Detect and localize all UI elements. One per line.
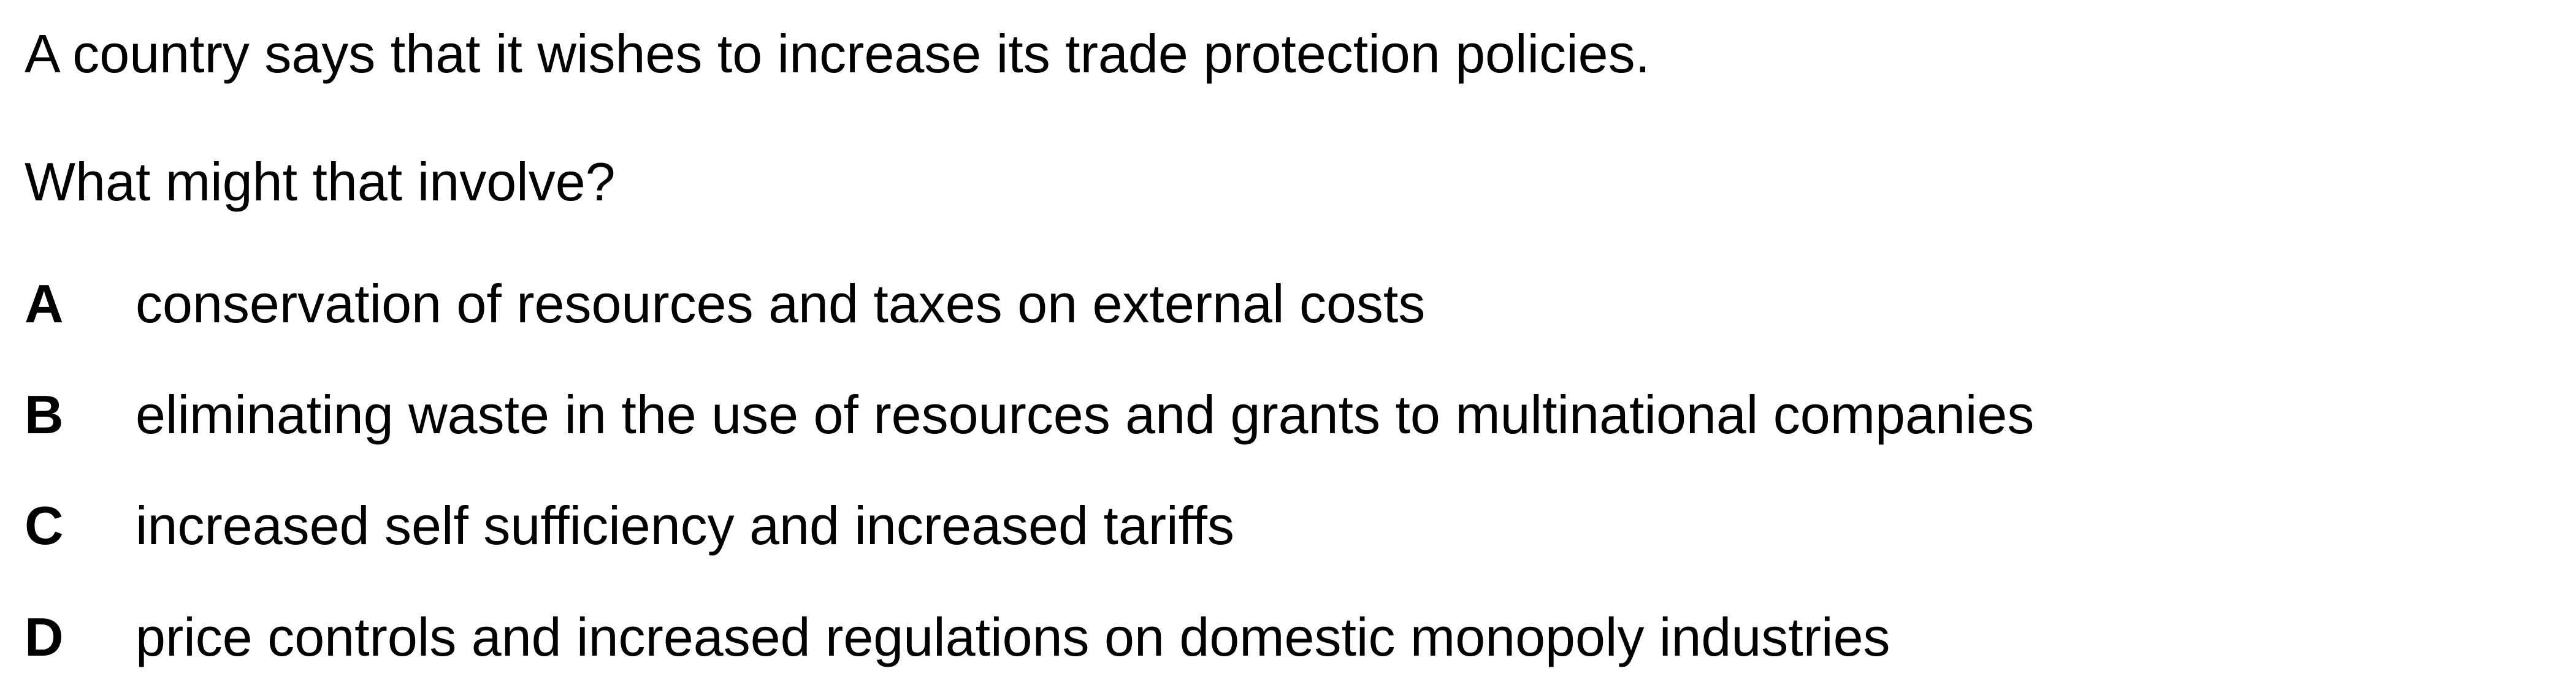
option-text: price controls and increased regulations… <box>136 607 1890 667</box>
question-prompt: What might that involve? <box>25 151 616 212</box>
option-text: increased self sufficiency and increased… <box>136 495 1234 556</box>
option-letter: C <box>25 495 64 556</box>
option-letter: D <box>25 607 64 667</box>
question-stem: A country says that it wishes to increas… <box>25 23 1651 84</box>
option-letter: B <box>25 384 64 445</box>
option-letter: A <box>25 273 64 334</box>
option-text: eliminating waste in the use of resource… <box>136 384 2035 445</box>
option-text: conservation of resources and taxes on e… <box>136 273 1426 334</box>
